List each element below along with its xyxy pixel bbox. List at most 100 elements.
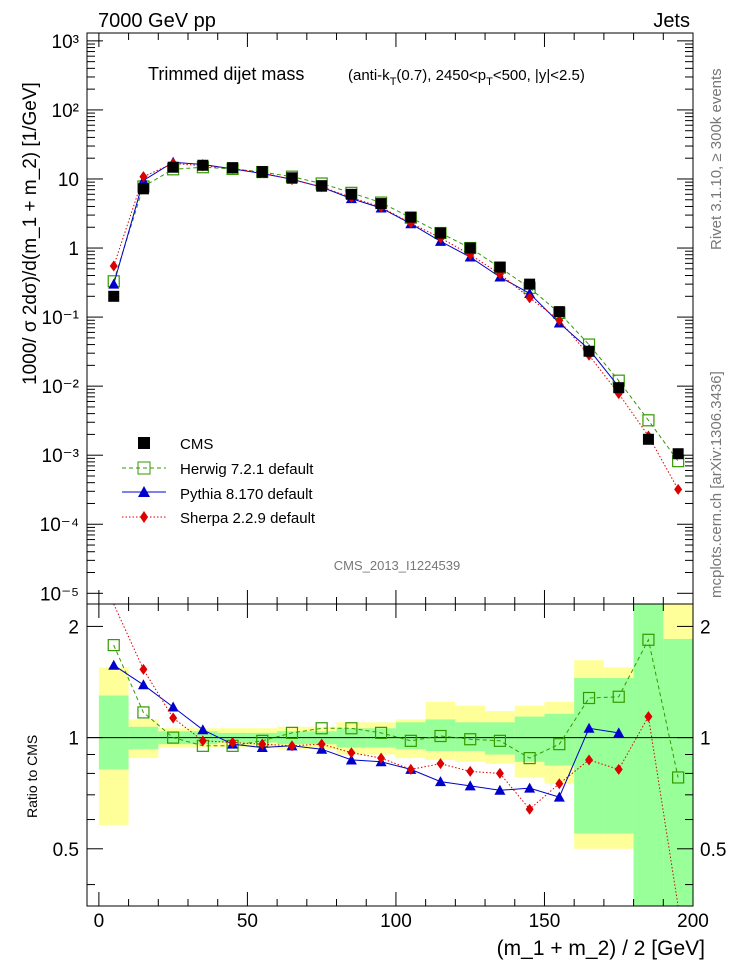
svg-text:CMS: CMS (180, 436, 213, 453)
ratio-point (107, 639, 120, 652)
ratio-point (285, 726, 299, 739)
plot-title: Trimmed dijet mass (148, 64, 304, 84)
ratio-point (614, 763, 623, 775)
header-left: 7000 GeV pp (98, 10, 216, 32)
data-point (167, 161, 179, 173)
y-tick-label: 10⁻⁵ (40, 584, 79, 605)
data-point (555, 314, 564, 326)
x-axis-label: (m_1 + m_2) / 2 [GeV] (497, 937, 705, 960)
y-tick-label: 10³ (52, 32, 79, 53)
data-point (525, 292, 534, 304)
band-green-bin (425, 719, 456, 751)
ratio-point (583, 722, 595, 733)
ratio-point (555, 778, 564, 790)
ratio-point (524, 782, 536, 793)
data-point (345, 188, 357, 200)
y-tick-label: 10² (52, 101, 79, 122)
ratio-point (553, 738, 566, 751)
ratio-point (137, 706, 150, 719)
ratio-line (113, 664, 619, 798)
ratio-point (404, 734, 417, 747)
x-tick-label: 0 (94, 911, 105, 932)
series-0 (108, 159, 684, 460)
ratio-point (436, 758, 445, 770)
data-point (642, 414, 655, 427)
series-line (113, 166, 679, 462)
data-point (553, 306, 565, 318)
ratio-point (642, 633, 655, 646)
band-green-bin (514, 716, 545, 762)
x-tick-label: 150 (529, 911, 561, 932)
band-green-bin (98, 695, 129, 770)
ratio-point (198, 735, 207, 747)
ratio-point (169, 712, 178, 724)
ratio-point (315, 722, 328, 735)
ratio-point (466, 765, 475, 777)
data-point (197, 159, 209, 171)
legend-item-herwig: Herwig 7.2.1 default (122, 461, 314, 478)
main-plot-frame (86, 32, 694, 605)
ratio-point (493, 734, 507, 747)
data-point (108, 278, 120, 289)
legend: CMS Herwig 7.2.1 default Pythia 8.170 de… (122, 436, 316, 527)
mcplots-label: mcplots.cern.ch [arXiv:1306.3436] (708, 371, 725, 598)
legend-item-sherpa: Sherpa 2.2.9 default (122, 510, 316, 527)
ratio-point (613, 727, 625, 738)
data-point (256, 166, 268, 178)
data-point (435, 227, 446, 239)
ratio-point (525, 803, 534, 815)
band-green-bin (455, 722, 486, 751)
ratio-point (345, 754, 357, 765)
ratio-point (139, 663, 148, 675)
ratio-y-tick-label-right: 1 (700, 729, 711, 750)
data-point (494, 261, 506, 273)
axes: 0 50 100 150 20010⁻⁵10⁻⁴10⁻³10⁻²10⁻¹11010²10… (40, 32, 727, 932)
ratio-point (495, 767, 504, 779)
ratio-point (582, 691, 596, 705)
ratio-point (167, 731, 180, 744)
data-point (405, 211, 417, 223)
series-2 (108, 156, 625, 392)
data-point (286, 172, 298, 184)
data-point (672, 448, 684, 460)
y-tick-label: 10⁻² (42, 377, 80, 398)
main-series (107, 156, 685, 495)
band-green-bin (544, 713, 575, 766)
ratio-point (347, 747, 356, 759)
data-point (109, 260, 118, 272)
data-point (108, 290, 120, 302)
ratio-point (167, 701, 179, 712)
series-1 (107, 161, 685, 468)
data-point (583, 345, 595, 357)
ratio-series (107, 603, 685, 907)
ratio-point (374, 726, 388, 739)
data-point (642, 433, 654, 445)
ratio-point (108, 659, 120, 670)
y-tick-label: 10⁻⁴ (40, 515, 79, 536)
main-y-axis-label: 1000/ σ 2dσ)/d(m_1 + m_2) [1/GeV] (20, 82, 41, 385)
ratio-point (406, 763, 415, 775)
svg-text:Sherpa 2.2.9 default: Sherpa 2.2.9 default (180, 510, 316, 527)
ratio-y-tick-label-right: 0.5 (700, 840, 726, 861)
ratio-point (434, 729, 447, 743)
ratio-point (464, 733, 477, 746)
series-line (113, 161, 620, 388)
ratio-y-axis-label: Ratio to CMS (24, 735, 40, 818)
data-point (524, 278, 536, 290)
data-point (227, 162, 239, 174)
y-tick-label: 10⁻³ (42, 446, 80, 467)
ratio-point (585, 754, 594, 766)
ratio-y-tick-label: 0.5 (53, 840, 79, 861)
header-right: Jets (653, 10, 690, 32)
ratio-point (137, 679, 149, 690)
data-point (139, 171, 148, 183)
data-point (316, 180, 328, 192)
ratio-point (612, 690, 625, 703)
ratio-point (317, 738, 326, 750)
x-tick-label: 50 (237, 911, 258, 932)
band-green-bin (603, 678, 634, 834)
analysis-watermark: CMS_2013_I1224539 (334, 558, 461, 573)
y-tick-label: 10⁻¹ (42, 308, 80, 329)
data-point (464, 242, 476, 254)
